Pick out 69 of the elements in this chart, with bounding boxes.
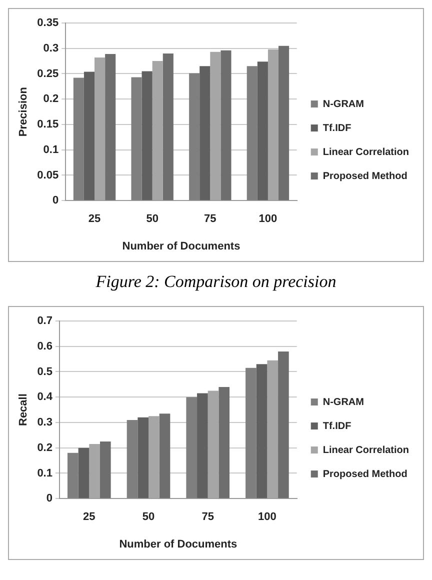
y-axis-title: Recall [18, 394, 30, 426]
x-axis-title: Number of Documents [119, 538, 238, 550]
bar [131, 77, 142, 200]
bar [278, 46, 290, 200]
bar [162, 53, 174, 200]
legend-label: Tf.IDF [322, 122, 352, 134]
bar [200, 66, 210, 200]
bar [148, 416, 160, 498]
bar [126, 420, 138, 498]
y-tick-label: 0.3 [37, 416, 52, 429]
bar [105, 54, 116, 200]
y-tick-label: 0.2 [43, 93, 59, 106]
x-tick-label: 50 [142, 511, 155, 524]
legend-label: Linear Correlation [322, 146, 410, 158]
y-tick-label: 0.6 [37, 340, 52, 352]
caption: Figure 2: Comparison on precision [94, 272, 338, 292]
bar [186, 397, 198, 498]
bar [78, 448, 90, 498]
y-tick-label: 0.15 [37, 118, 59, 131]
x-axis-title: Number of Documents [122, 240, 240, 252]
bar [208, 390, 219, 498]
bar [159, 414, 170, 498]
bar [257, 62, 268, 200]
x-tick-label: 100 [258, 213, 278, 226]
y-tick-label: 0.05 [37, 169, 59, 182]
legend-label: Proposed Method [322, 170, 408, 182]
y-tick-label: 0 [46, 492, 52, 505]
x-tick-label: 50 [146, 213, 158, 226]
bar [278, 351, 289, 498]
y-tick-label: 0.1 [37, 467, 52, 480]
x-tick-label: 75 [202, 511, 214, 524]
y-tick-label: 0.4 [37, 391, 54, 404]
x-tick-label: 75 [204, 213, 216, 226]
bar [94, 58, 106, 200]
x-tick-label: 25 [88, 213, 101, 226]
bar [142, 71, 152, 200]
bar [68, 452, 78, 498]
bar [84, 72, 95, 200]
legend-label: Tf.IDF [322, 420, 352, 432]
y-tick-label: 0.7 [37, 315, 52, 328]
bar [218, 386, 230, 498]
y-tick-label: 0.5 [37, 366, 52, 378]
bar [152, 61, 163, 200]
bar [246, 368, 256, 498]
legend-label: Linear Correlation [322, 444, 410, 456]
bar [220, 50, 232, 200]
x-tick-label: 100 [258, 511, 276, 524]
bar [267, 360, 278, 498]
y-tick-label: 0.35 [37, 17, 59, 30]
y-tick-label: 0.3 [43, 42, 59, 54]
bar [89, 444, 100, 498]
bar [268, 49, 279, 200]
bar [256, 364, 268, 498]
legend-label: N-GRAM [322, 98, 364, 110]
y-tick-label: 0 [52, 194, 59, 207]
bar [197, 393, 208, 498]
bar [100, 442, 111, 498]
bar [73, 78, 84, 200]
y-axis-title: Precision [18, 86, 30, 137]
y-tick-label: 0.2 [37, 442, 52, 454]
legend-label: Proposed Method [322, 468, 408, 480]
y-tick-label: 0.25 [37, 68, 59, 80]
legend-label: N-GRAM [322, 396, 364, 408]
bar [138, 417, 149, 498]
x-tick-label: 25 [83, 511, 96, 524]
bar [246, 66, 258, 200]
bar [210, 52, 221, 200]
y-tick-label: 0.1 [43, 144, 59, 156]
bar [189, 73, 200, 200]
